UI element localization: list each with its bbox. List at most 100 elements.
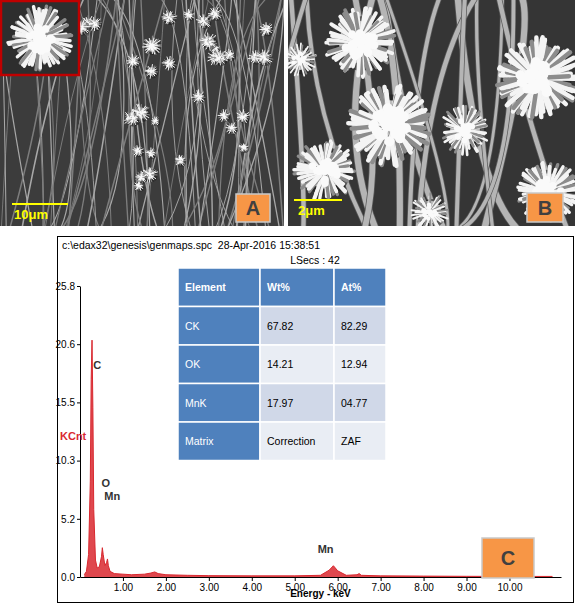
petal — [288, 61, 297, 64]
petal-tip — [222, 57, 224, 59]
petal — [154, 40, 161, 44]
petal-tip — [139, 114, 141, 116]
petal-tip — [167, 19, 169, 21]
petal-tip — [166, 19, 168, 21]
petal — [251, 58, 254, 61]
petal — [267, 30, 269, 34]
flower — [211, 50, 228, 66]
petal-tip — [82, 25, 84, 27]
petal — [220, 59, 222, 64]
petal — [152, 67, 155, 70]
panel-label-box — [527, 193, 563, 222]
petal — [146, 70, 150, 72]
petal-tip — [370, 41, 379, 50]
x-tick: 1.00 — [114, 577, 134, 593]
petal — [224, 55, 228, 56]
petal-tip — [154, 120, 156, 122]
flower — [497, 37, 575, 118]
panel-label-box — [236, 194, 270, 222]
x-tick-label: 3.00 — [200, 582, 220, 593]
petal-tip — [137, 149, 139, 151]
petal-tip — [95, 24, 97, 26]
fiber-edge — [455, 0, 513, 226]
petal — [135, 61, 141, 63]
petal — [546, 76, 574, 81]
petal-tip — [142, 178, 144, 180]
flower — [132, 146, 144, 158]
petal — [240, 111, 243, 116]
petal-tip — [356, 38, 365, 47]
petal — [95, 25, 98, 30]
petal — [181, 160, 185, 161]
petal — [226, 56, 229, 58]
petal — [230, 53, 233, 54]
petal — [131, 120, 132, 124]
flower — [294, 141, 354, 199]
x-tick-mark — [295, 577, 296, 581]
petal — [470, 131, 486, 133]
petal — [216, 10, 221, 13]
y-tick-label: 15.5 — [56, 397, 76, 408]
petal — [216, 57, 221, 59]
x-tick-label: 7.00 — [371, 582, 391, 593]
flower-core — [134, 148, 141, 155]
petal — [132, 112, 133, 117]
flower-shadow — [136, 183, 144, 191]
petal — [244, 113, 249, 116]
y-tick-mark — [77, 461, 80, 462]
petal-tip — [144, 111, 146, 113]
petal — [200, 16, 203, 21]
petal-tip — [150, 44, 152, 46]
fiber-edge — [456, 0, 465, 226]
petal — [138, 152, 140, 155]
plot-area — [84, 340, 552, 577]
petal-tip — [265, 28, 267, 30]
petal — [94, 16, 95, 22]
petal-tip — [264, 57, 266, 59]
petal-tip — [223, 113, 225, 115]
x-tick-label: 10.00 — [497, 582, 522, 593]
petal-tip — [401, 123, 411, 133]
petal — [170, 19, 173, 23]
petal — [128, 62, 132, 64]
petal-tip — [197, 98, 199, 100]
petal — [83, 27, 89, 28]
y-tick: 25.8 — [56, 281, 80, 292]
petal-tip — [428, 210, 433, 215]
petal — [142, 114, 147, 119]
petal — [202, 38, 207, 40]
petal — [204, 23, 206, 28]
petal-tip — [150, 71, 152, 73]
flower — [218, 110, 230, 122]
flower-shadow — [221, 112, 230, 121]
petal — [127, 57, 132, 61]
petal — [128, 119, 132, 121]
petal — [83, 26, 90, 27]
petal-tip — [152, 45, 154, 47]
x-tick-label: 1.00 — [114, 582, 134, 593]
petal — [152, 150, 155, 152]
petal — [231, 123, 232, 127]
petal — [147, 66, 151, 70]
petal — [132, 54, 134, 60]
petal-tip — [136, 151, 138, 153]
petal-tip — [378, 130, 388, 140]
flower-shadow — [138, 174, 148, 184]
fiber — [181, 0, 240, 226]
petal — [141, 171, 142, 176]
petal-tip — [229, 54, 231, 56]
petal — [138, 152, 140, 155]
petal-tip — [170, 18, 172, 20]
petal-tip — [131, 62, 133, 64]
petal — [82, 28, 85, 34]
petal-tip — [520, 73, 530, 83]
petal-tip — [427, 205, 432, 210]
flower-shadow — [239, 112, 250, 123]
fiber — [456, 0, 465, 226]
x-tick-mark — [166, 577, 167, 581]
fiber — [225, 0, 271, 226]
petal-tip — [228, 54, 230, 56]
petal — [262, 24, 265, 28]
petal-tip — [147, 69, 149, 71]
petal-tip — [461, 137, 467, 143]
